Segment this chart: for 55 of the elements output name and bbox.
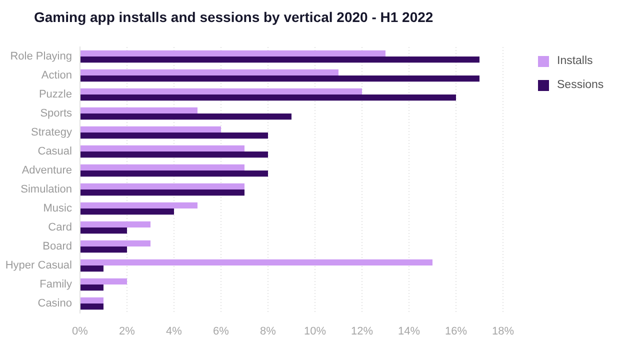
bar: [80, 266, 104, 272]
x-tick-label: 6%: [213, 326, 230, 338]
chart-title: Gaming app installs and sessions by vertical 2020 - H1 2022: [34, 9, 434, 25]
bar: [80, 259, 432, 266]
bar: [80, 145, 244, 152]
bar: [80, 208, 174, 215]
bar: [80, 278, 127, 284]
bar: [80, 88, 362, 94]
x-tick-label: 4%: [166, 326, 182, 338]
bar: [80, 202, 198, 208]
y-tick-label: Casino: [38, 298, 72, 310]
x-tick-label: 18%: [492, 326, 514, 338]
bar: [80, 126, 221, 132]
x-tick-label: 0%: [72, 326, 88, 338]
bar: [80, 50, 386, 56]
y-tick-label: Sports: [40, 108, 72, 120]
y-tick-label: Music: [43, 202, 72, 215]
y-tick-label: Hyper Casual: [5, 260, 72, 272]
bar: [80, 94, 456, 101]
bar: [80, 221, 150, 228]
bar: [80, 114, 292, 120]
bar: [80, 56, 480, 63]
x-tick-label: 12%: [350, 326, 374, 338]
x-tick-label: 14%: [398, 326, 420, 338]
bar: [80, 284, 104, 291]
y-tick-label: Family: [40, 278, 72, 291]
bar: [80, 246, 127, 253]
y-tick-label: Board: [42, 240, 72, 253]
y-tick-label: Puzzle: [38, 88, 72, 101]
bar: [80, 304, 104, 310]
y-tick-label: Role Playing: [10, 50, 72, 63]
bar: [80, 183, 244, 190]
y-tick-label: Simulation: [20, 184, 72, 196]
y-tick-label: Casual: [38, 146, 72, 158]
y-tick-label: Adventure: [22, 164, 72, 177]
bar: [80, 132, 268, 139]
bar: [80, 164, 244, 170]
bar: [80, 170, 268, 177]
x-tick-label: 2%: [119, 326, 136, 338]
bar: [80, 107, 198, 114]
x-tick-label: 8%: [260, 326, 276, 338]
bar: [80, 190, 244, 196]
bar: [80, 152, 268, 158]
bar: [80, 228, 127, 234]
y-tick-label: Action: [41, 70, 72, 82]
legend-label: Sessions: [557, 79, 604, 91]
x-tick-label: 16%: [444, 326, 468, 338]
bar: [80, 69, 338, 76]
bar: [80, 297, 104, 304]
bar: [80, 240, 150, 246]
bar: [80, 76, 480, 82]
legend-label: Installs: [557, 55, 593, 67]
y-tick-label: Card: [48, 222, 72, 234]
x-tick-label: 10%: [304, 326, 326, 338]
y-tick-label: Strategy: [31, 126, 72, 139]
